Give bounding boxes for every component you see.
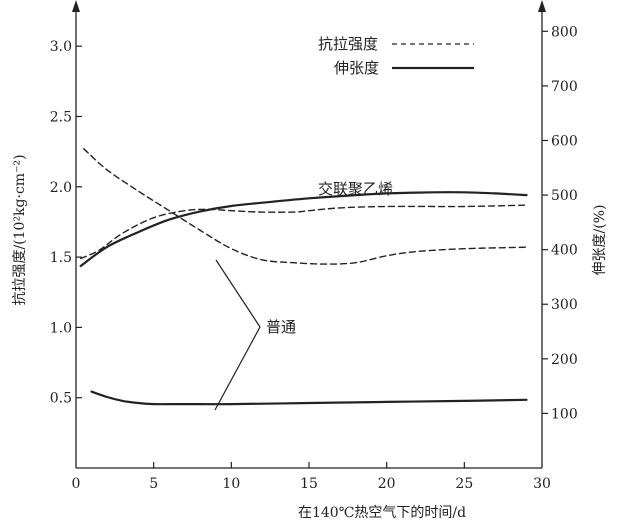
right-y-tick-label: 600 <box>551 133 578 149</box>
left-y-tick-label: 2.0 <box>50 180 72 196</box>
left-y-tick-label: 1.0 <box>50 320 72 336</box>
left-y-ticks: 0.5 1.0 1.5 2.0 2.5 3.0 <box>50 39 82 407</box>
series-line-tensile-crosslinked <box>80 204 528 260</box>
left-y-axis-arrow <box>72 0 80 12</box>
x-tick-label: 30 <box>533 476 551 492</box>
right-y-tick-label: 100 <box>551 406 578 422</box>
crosslinked-pe-label: 交联聚乙烯 <box>318 180 393 198</box>
x-axis-title: 在140℃热空气下的时间/d <box>298 505 466 521</box>
x-tick-label: 0 <box>72 476 81 492</box>
left-y-tick-label: 2.5 <box>50 109 72 125</box>
x-ticks: 0 5 10 15 20 25 30 <box>72 462 551 492</box>
series-line-tensile-ordinary <box>83 148 528 265</box>
x-tick-label: 10 <box>222 476 240 492</box>
right-y-tick-label: 700 <box>551 79 578 95</box>
right-y-axis-arrow <box>538 0 546 12</box>
legend-label-tensile: 抗拉强度 <box>318 35 378 53</box>
legend-label-elongation: 伸张度 <box>334 59 379 77</box>
series-layer <box>79 148 528 406</box>
right-y-ticks: 100 200 300 400 500 600 700 800 <box>542 24 578 422</box>
x-tick-label: 15 <box>300 476 318 492</box>
left-y-tick-label: 0.5 <box>50 391 72 407</box>
axes <box>72 0 546 469</box>
series-line-elongation-ordinary <box>90 390 528 406</box>
x-tick-label: 5 <box>149 476 158 492</box>
right-y-axis-title: 伸张度/(%) <box>592 205 608 276</box>
x-tick-label: 25 <box>455 476 473 492</box>
ordinary-leader-line <box>214 259 261 411</box>
right-y-tick-label: 500 <box>551 188 578 204</box>
annotations: 交联聚乙烯 普通 <box>214 180 393 411</box>
left-y-tick-label: 3.0 <box>50 39 72 55</box>
right-y-tick-label: 400 <box>551 243 578 259</box>
right-y-tick-label: 200 <box>551 352 578 368</box>
ordinary-label: 普通 <box>266 318 296 336</box>
left-y-tick-label: 1.5 <box>50 250 72 266</box>
right-y-tick-label: 800 <box>551 24 578 40</box>
right-y-tick-label: 300 <box>551 297 578 313</box>
left-y-axis-title: 抗拉强度/(10²kg·cm⁻²) <box>12 154 28 305</box>
legend: 抗拉强度 伸张度 <box>318 35 474 77</box>
series-line-elongation-crosslinked <box>79 191 528 268</box>
x-tick-label: 20 <box>378 476 396 492</box>
